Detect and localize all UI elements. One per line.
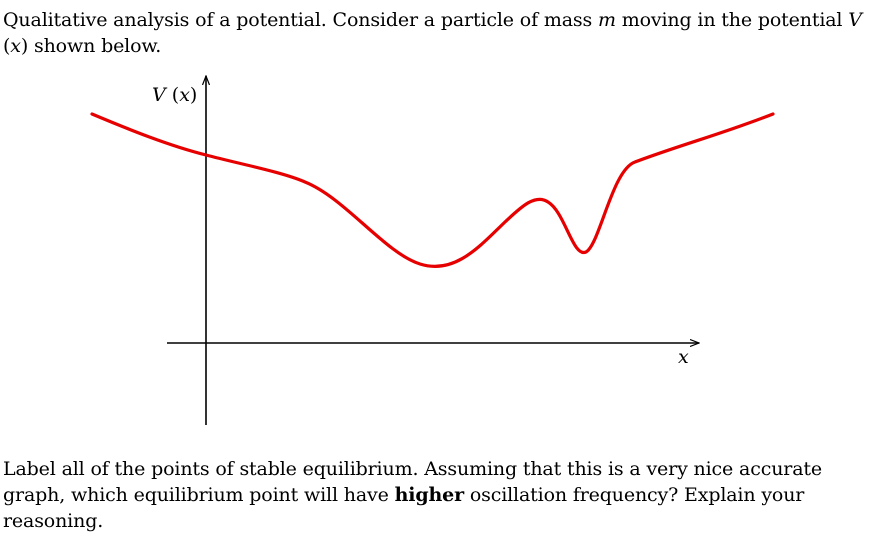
- question-text-1: Label all of the points of stable equili…: [3, 458, 822, 506]
- y-axis-label: V (x): [152, 84, 197, 106]
- x-axis-label: x: [678, 346, 689, 368]
- arg-close: ): [20, 35, 29, 57]
- potential-curve: [90, 112, 775, 268]
- potential-symbol: V: [848, 9, 862, 31]
- intro-text-1: Consider a particle of mass: [326, 9, 598, 31]
- arg-var: x: [10, 35, 21, 57]
- potential-figure: V (x) x: [90, 0, 775, 425]
- intro-lead: Qualitative analysis of a potential.: [3, 9, 327, 31]
- arg-open: (: [3, 35, 11, 57]
- mass-symbol: m: [597, 9, 616, 31]
- intro-text-3: shown below.: [28, 35, 162, 57]
- intro-text-2: moving in the potential: [615, 9, 849, 31]
- intro-paragraph: Qualitative analysis of a potential. Con…: [3, 7, 883, 59]
- question-emphasis: higher: [394, 484, 464, 506]
- question-paragraph: Label all of the points of stable equili…: [3, 456, 883, 534]
